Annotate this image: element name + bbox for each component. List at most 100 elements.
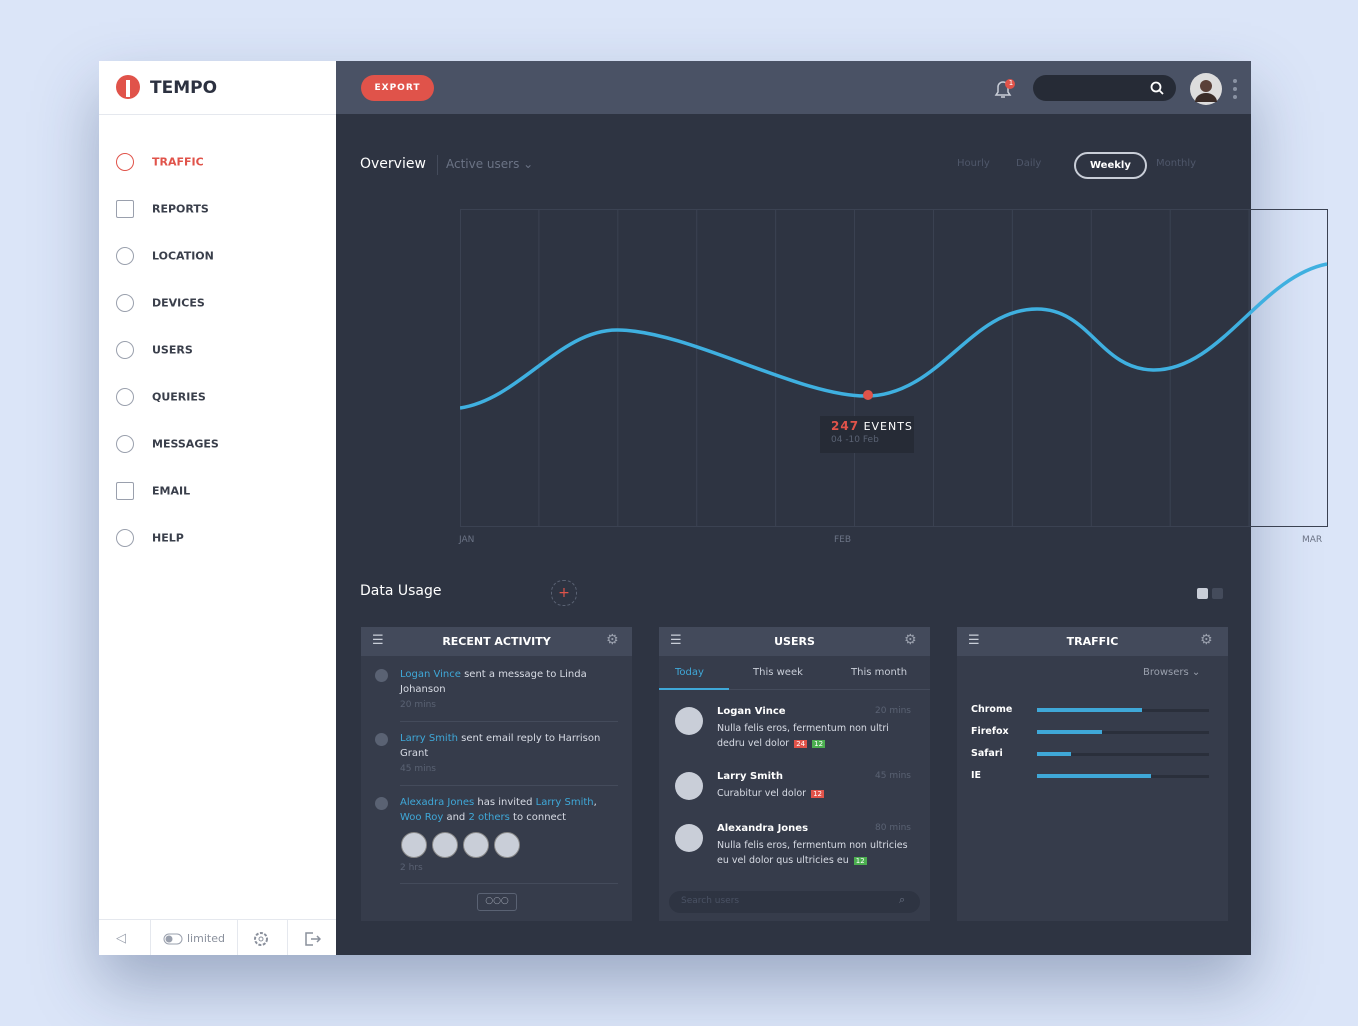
notifications-button[interactable]: [992, 77, 1018, 101]
nav-item[interactable]: DEVICES: [152, 296, 205, 310]
avatar[interactable]: [675, 707, 703, 735]
nav-icon: [116, 482, 134, 500]
activity-text: Logan Vince sent a message to Linda Joha…: [400, 667, 620, 697]
line-chart: [460, 209, 1328, 527]
user-time: 80 mins: [875, 823, 911, 833]
nav-item[interactable]: LOCATION: [152, 249, 214, 263]
nav-item[interactable]: MESSAGES: [152, 437, 219, 451]
tooltip-text: 247 EVENTS: [831, 419, 913, 433]
user-tab[interactable]: This week: [753, 667, 803, 678]
users-panel: USERS ☰ ⚙ Today This week This month Logan…: [659, 627, 930, 921]
collapse-button[interactable]: ◁: [116, 931, 126, 946]
avatar[interactable]: [432, 832, 458, 858]
nav-icon: [116, 247, 134, 265]
user-time: 45 mins: [875, 771, 911, 781]
x-label: FEB: [834, 535, 852, 545]
nav-icon: [116, 153, 134, 171]
traffic-panel: TRAFFIC ☰ ⚙ Browsers ⌄ Chrome Firefox Safa…: [957, 627, 1228, 921]
message-text: Nulla felis eros, fermentum non ultricie…: [717, 840, 908, 866]
user-search[interactable]: [669, 891, 920, 913]
badge: 24: [794, 740, 808, 748]
metric-label: Active users: [446, 157, 520, 171]
divider: [437, 155, 438, 175]
more-button[interactable]: ○○○: [477, 893, 517, 911]
panel-settings[interactable]: ⚙: [606, 632, 619, 648]
app-window: TEMPO TRAFFIC REPORTS LOCATION DEVICES USERS…: [99, 61, 1328, 955]
user-link[interactable]: 2 others: [468, 812, 510, 823]
settings-button[interactable]: [252, 930, 270, 948]
panel-settings[interactable]: ⚙: [1200, 632, 1213, 648]
browser-dropdown[interactable]: Browsers ⌄: [1143, 667, 1201, 678]
notification-count: 1: [1008, 79, 1014, 87]
nav-item[interactable]: TRAFFIC: [152, 155, 204, 169]
user-link[interactable]: Logan Vince: [400, 669, 461, 680]
user-tab[interactable]: This month: [851, 667, 908, 678]
user-message: Curabitur vel dolor 12: [717, 786, 917, 802]
x-label: MAR: [1302, 535, 1323, 545]
search-icon: [1150, 81, 1164, 95]
user-name[interactable]: Alexandra Jones: [717, 823, 809, 834]
bar-track: [1037, 731, 1209, 734]
browser-name: Chrome: [971, 704, 1013, 715]
nav-icon: [116, 200, 134, 218]
activity-icon: [375, 669, 388, 682]
panel-title: TRAFFIC: [957, 627, 1228, 656]
divider: [287, 920, 288, 955]
nav-item[interactable]: USERS: [152, 343, 193, 357]
panel-menu[interactable]: ☰: [968, 633, 980, 648]
badge: 12: [853, 857, 867, 865]
user-link[interactable]: Alexadra Jones: [400, 797, 475, 808]
divider: [237, 920, 238, 955]
list-view-button[interactable]: [1212, 588, 1223, 599]
trend-line: [460, 262, 1328, 410]
browser-name: Safari: [971, 748, 1003, 759]
message-text: Nulla felis eros, fermentum non ultri de…: [717, 723, 889, 749]
user-name[interactable]: Logan Vince: [717, 706, 786, 717]
toggle-label: limited: [187, 932, 225, 945]
user-message: Nulla felis eros, fermentum non ultricie…: [717, 838, 917, 869]
user-name[interactable]: Larry Smith: [717, 771, 783, 782]
grid-view-button[interactable]: [1197, 588, 1208, 599]
browser-name: Firefox: [971, 726, 1009, 737]
activity-time: 45 mins: [400, 764, 436, 774]
user-link[interactable]: Woo Roy: [400, 812, 444, 823]
user-tab[interactable]: Today: [675, 667, 704, 678]
range-tab[interactable]: Daily: [1016, 158, 1042, 169]
panel-title: USERS: [659, 627, 930, 656]
range-tab[interactable]: Monthly: [1156, 158, 1197, 169]
panel-settings[interactable]: ⚙: [904, 632, 917, 648]
add-button[interactable]: +: [551, 580, 577, 606]
logout-button[interactable]: [303, 930, 321, 948]
panel-menu[interactable]: ☰: [670, 633, 682, 648]
user-link[interactable]: Larry Smith: [535, 797, 594, 808]
avatar[interactable]: [463, 832, 489, 858]
export-button[interactable]: EXPORT: [361, 75, 434, 101]
avatar[interactable]: [1189, 72, 1223, 106]
user-link[interactable]: Larry Smith: [400, 733, 458, 744]
toggle[interactable]: [163, 933, 183, 945]
bar-track: [1037, 753, 1209, 756]
avatar[interactable]: [675, 772, 703, 800]
range-tab[interactable]: Hourly: [957, 158, 990, 169]
badge: 12: [812, 740, 826, 748]
browser-name: IE: [971, 770, 982, 781]
nav-item[interactable]: REPORTS: [152, 202, 209, 216]
activity-phrase: to connect: [509, 812, 567, 823]
avatar[interactable]: [675, 824, 703, 852]
x-label: JAN: [459, 535, 475, 545]
user-message: Nulla felis eros, fermentum non ultri de…: [717, 721, 917, 752]
menu-button[interactable]: [1232, 77, 1238, 101]
nav-item[interactable]: HELP: [152, 531, 184, 545]
avatar[interactable]: [401, 832, 427, 858]
avatar[interactable]: [494, 832, 520, 858]
panel-menu[interactable]: ☰: [372, 633, 384, 648]
nav-icon: [116, 341, 134, 359]
range-tab[interactable]: Weekly: [1074, 152, 1147, 179]
activity-phrase: has invited: [474, 797, 536, 808]
nav-icon: [116, 435, 134, 453]
metric-dropdown[interactable]: Active users ⌄: [446, 157, 534, 171]
nav-item[interactable]: QUERIES: [152, 390, 206, 404]
nav-item[interactable]: EMAIL: [152, 484, 191, 498]
activity-icon: [375, 733, 388, 746]
